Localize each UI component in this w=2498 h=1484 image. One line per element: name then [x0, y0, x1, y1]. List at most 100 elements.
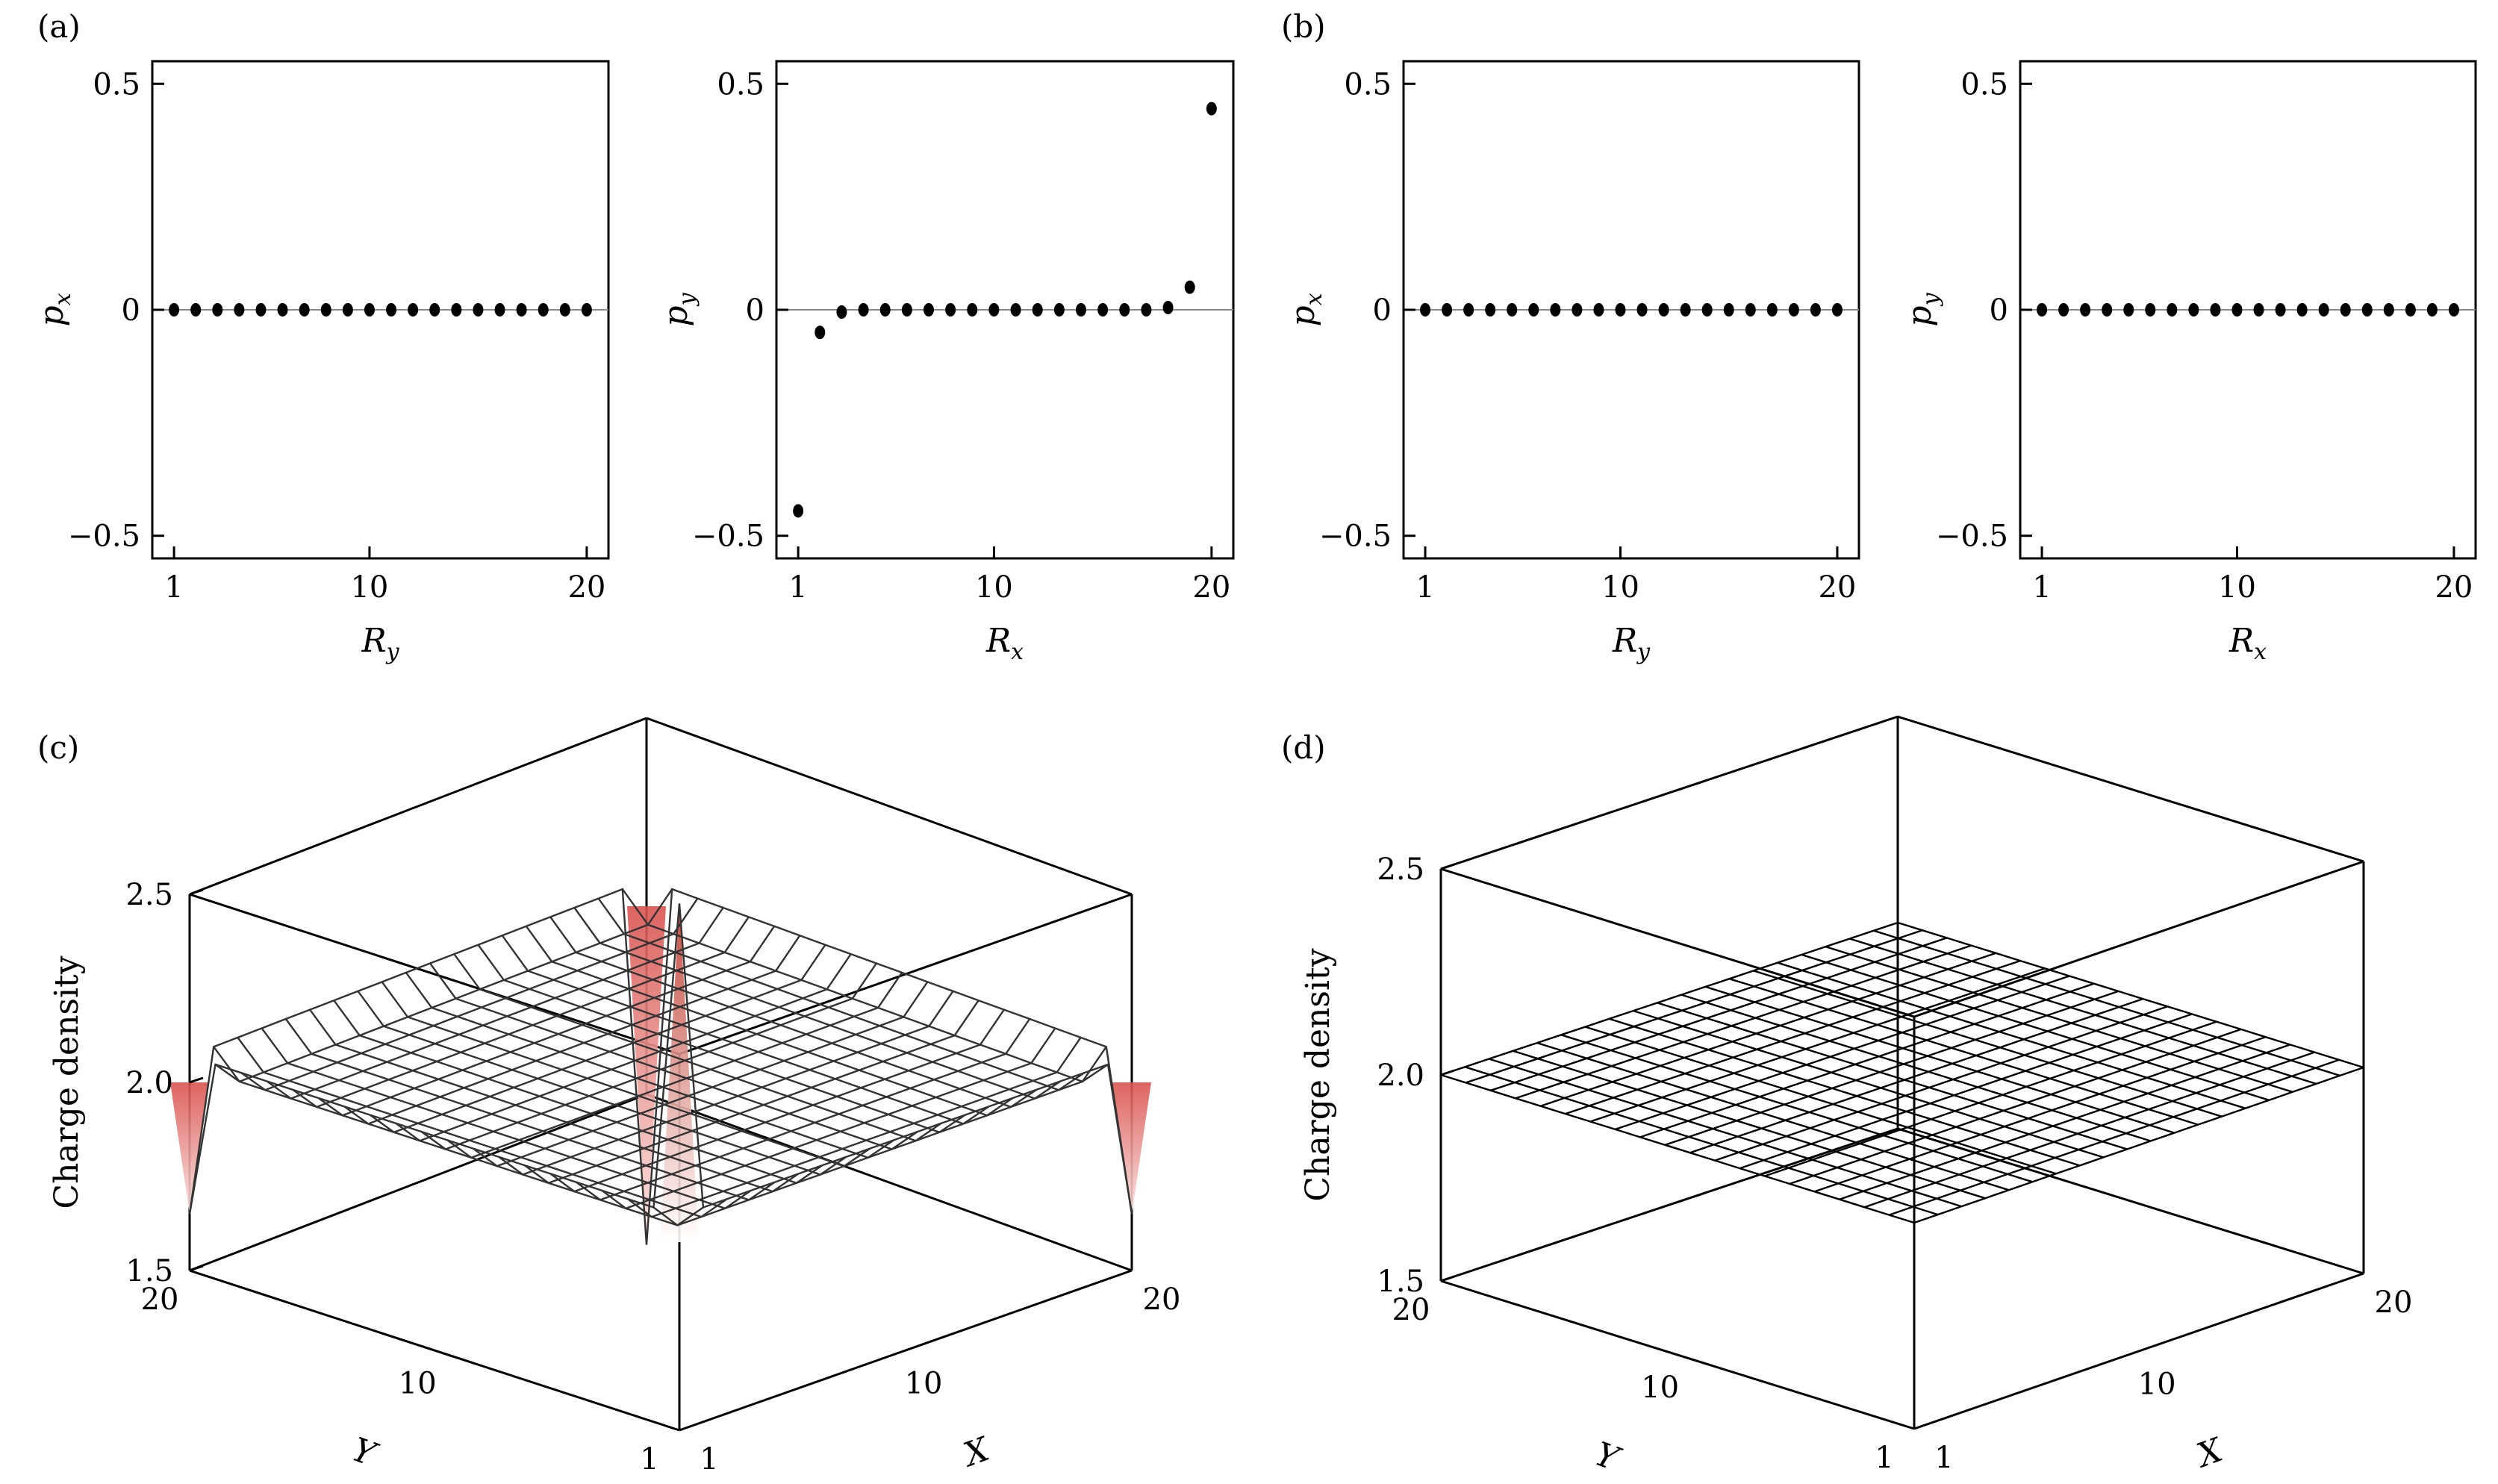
data-point [2253, 303, 2264, 317]
x-tick-label: 1 [788, 570, 807, 605]
surface-mesh-line [1889, 1059, 2340, 1216]
box-edge-bottom [1913, 1272, 2364, 1430]
x-tick-label: 1 [164, 570, 183, 605]
data-point [2167, 303, 2178, 317]
surface-mesh-line [405, 972, 894, 1159]
data-point [1701, 303, 1713, 317]
surface-mesh-line [573, 907, 1061, 1100]
surface-mesh-line [1801, 953, 2270, 1101]
panel-label-d: (d) [1281, 729, 1326, 766]
data-point [2361, 303, 2373, 317]
z-tick-mark [1440, 1069, 1455, 1076]
surface-mesh-line [1897, 921, 2364, 1069]
surface-mesh-line [501, 935, 990, 1125]
panel-label-a: (a) [37, 8, 81, 45]
data-point [2123, 303, 2134, 317]
surface-mesh-line [645, 888, 1133, 1245]
x-tick-label: 20 [567, 570, 605, 605]
y-tick-label: 1 [1875, 1441, 1893, 1475]
y-tick-label: 10 [1641, 1371, 1679, 1405]
data-point [1206, 102, 1217, 116]
surface-mesh-line [1814, 1036, 2266, 1193]
box-edge-top [1897, 715, 2364, 863]
x-tick-label: 10 [1601, 570, 1639, 605]
y-tick-label: 0 [1373, 293, 1392, 328]
surface-mesh-line [237, 1037, 728, 1218]
surface-mesh-line [343, 935, 801, 1125]
box-edge-top [189, 893, 680, 1056]
panel-label-c: (c) [37, 729, 79, 766]
data-point [2145, 303, 2156, 317]
data-point [2426, 303, 2438, 317]
surface-mesh-line [453, 953, 942, 1142]
polarization-plot-b-right: −0.5 0 0.5 1 10 20 Rx py [1901, 60, 2477, 665]
data-point [386, 303, 397, 317]
charge-density-surface-c: 1.5 2.0 2.5 Charge density 1 10 20 1 10 20 Y X [48, 717, 1180, 1477]
box-edge-bottom [1897, 1127, 2364, 1275]
data-point [923, 303, 934, 317]
surface-mesh-line [1863, 1051, 2315, 1209]
data-point [234, 303, 245, 317]
box-edge-bottom [1440, 1279, 1915, 1430]
surface-mesh-line [1689, 997, 2143, 1154]
data-point [2318, 303, 2329, 317]
data-point [2102, 303, 2113, 317]
data-point [559, 303, 570, 317]
z-tick-mark [189, 1265, 204, 1272]
data-point [2080, 303, 2091, 317]
data-point [1442, 303, 1453, 317]
surface-mesh-line [1584, 1026, 2057, 1175]
surface-mesh-line [1714, 1006, 2168, 1162]
data-point [1420, 303, 1431, 317]
y-tick-label: 0.5 [717, 67, 764, 102]
x-tick-label: 20 [1818, 570, 1856, 605]
data-point [1528, 303, 1539, 317]
surface-mesh-line [261, 1027, 752, 1210]
data-point [2210, 303, 2221, 317]
data-point [879, 303, 891, 317]
surface-mesh-line [1515, 944, 1972, 1100]
surface-mesh-line [188, 888, 648, 1245]
surface-mesh-line [309, 1008, 800, 1193]
surface-mesh-line [1664, 990, 2119, 1146]
y-tick-label: 0.5 [1344, 67, 1392, 102]
z-tick-label: 2.5 [125, 878, 173, 912]
y-axis-label: py [1901, 292, 1944, 326]
surface-mesh-line [1913, 1066, 2364, 1224]
z-tick-mark [1440, 863, 1455, 870]
y-tick-label: −0.5 [1319, 520, 1392, 554]
data-point [1053, 303, 1065, 317]
data-point [538, 303, 549, 317]
surface-mesh-line [381, 981, 870, 1167]
surface-mesh-line [525, 926, 1014, 1117]
surface-mesh-line [1565, 959, 2021, 1115]
box-edge-bottom [1440, 1127, 1899, 1282]
surface-mesh-line [477, 944, 966, 1134]
x-axis-label: Rx [985, 622, 1024, 665]
x-tick-label: 1 [2032, 570, 2051, 605]
data-point [2275, 303, 2286, 317]
y-axis-label: Y [1590, 1435, 1626, 1479]
y-tick-label: 20 [1392, 1293, 1430, 1327]
data-point [1507, 303, 1518, 317]
data-point [1723, 303, 1734, 317]
surface-mesh-line [1789, 1028, 2242, 1185]
surface-mesh-line [1849, 938, 2317, 1085]
surface-mesh-line [1609, 1017, 2081, 1167]
x-tick-label: 10 [905, 1367, 943, 1401]
x-tick-label: 10 [2218, 570, 2256, 605]
data-point [429, 303, 440, 317]
data-point [255, 303, 267, 317]
surface-mesh-line [446, 972, 903, 1159]
y-axis-label: Y [347, 1430, 383, 1474]
z-tick-mark [189, 1076, 204, 1084]
surface-mesh-line [498, 991, 954, 1176]
surface-mesh-line [627, 1037, 1082, 1218]
y-tick-label: −0.5 [1936, 520, 2008, 554]
z-axis-label: Charge density [48, 955, 86, 1209]
surface-mesh-line [1633, 1009, 2104, 1159]
y-tick-label: 0.5 [93, 67, 140, 102]
data-point [815, 325, 826, 340]
surface-dip [1112, 1082, 1151, 1215]
